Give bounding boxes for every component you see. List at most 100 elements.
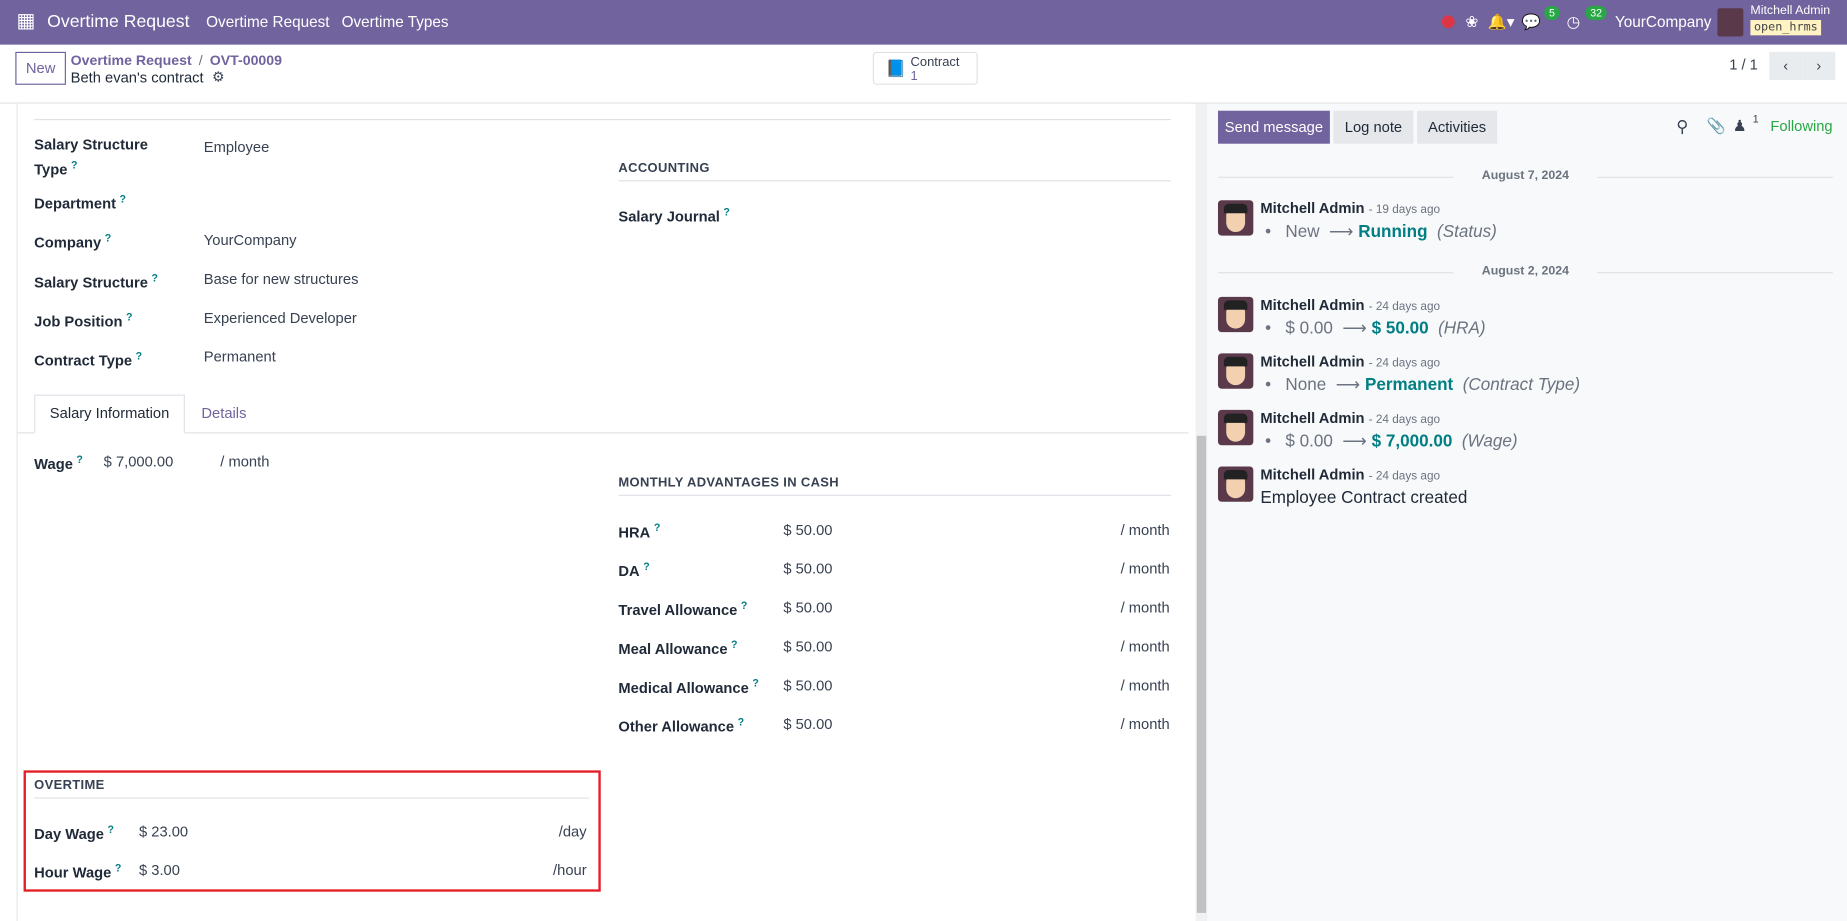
tab-details[interactable]: Details — [201, 405, 247, 422]
advantage-unit: / month — [1120, 638, 1170, 655]
message-time: - 24 days ago — [1368, 300, 1441, 314]
arrow-icon: ⟶ — [1329, 222, 1354, 242]
arrow-icon: ⟶ — [1335, 375, 1361, 395]
form-sheet: Salary Structure Type? Employee Departme… — [16, 103, 1189, 921]
day-wage-unit: /day — [558, 823, 587, 840]
message-author[interactable]: Mitchell Admin — [1260, 296, 1365, 314]
old-value: $ 0.00 — [1285, 319, 1333, 339]
record-name: Beth evan's contract — [70, 69, 204, 86]
field-name: (Status) — [1437, 222, 1497, 242]
pager-prev-button[interactable]: ‹ — [1769, 51, 1803, 81]
paperclip-icon[interactable]: 📎 — [1706, 116, 1726, 135]
send-message-button[interactable]: Send message — [1217, 110, 1330, 144]
pager-value[interactable]: 1 / 1 — [1729, 56, 1758, 74]
tab-salary-information[interactable]: Salary Information — [34, 394, 185, 434]
field-label-advantage: Meal Allowance? — [618, 638, 738, 658]
log-note-button[interactable]: Log note — [1333, 110, 1414, 144]
chatter-message: Mitchell Admin - 24 days ago • $ 0.00 ⟶ … — [1260, 410, 1517, 451]
avatar[interactable] — [1217, 353, 1254, 389]
chatter-message: Mitchell Admin - 24 days ago • None ⟶ Pe… — [1260, 353, 1580, 394]
avatar[interactable] — [1217, 409, 1254, 446]
arrow-icon: ⟶ — [1342, 319, 1367, 339]
field-label-advantage: HRA? — [618, 521, 661, 541]
chat-icon[interactable]: 💬 — [1521, 12, 1541, 31]
gear-icon[interactable]: ⚙ — [212, 68, 225, 85]
message-author[interactable]: Mitchell Admin — [1260, 353, 1365, 370]
breadcrumb-parent[interactable]: Overtime Request — [70, 51, 192, 69]
field-company[interactable]: YourCompany — [203, 232, 297, 249]
field-hour-wage[interactable]: $ 3.00 — [138, 862, 180, 879]
field-advantage-value[interactable]: $ 50.00 — [783, 677, 833, 694]
bell-icon[interactable]: 🔔▾ — [1487, 12, 1515, 31]
breadcrumb: Overtime Request / OVT-00009 — [71, 52, 282, 68]
avatar[interactable] — [1217, 296, 1254, 333]
field-label-contract-type: Contract Type? — [34, 349, 143, 369]
field-salary-structure[interactable]: Base for new structures — [203, 270, 359, 288]
chatter-message: Mitchell Admin - 24 days ago Employee Co… — [1260, 466, 1467, 507]
bug-icon[interactable]: ❀ — [1465, 12, 1479, 31]
recording-icon[interactable] — [1441, 15, 1455, 29]
menu-overtime-types[interactable]: Overtime Types — [341, 12, 449, 31]
messages-badge: 5 — [1544, 5, 1560, 21]
tracking-change: • $ 0.00 ⟶ $ 7,000.00 (Wage) — [1260, 432, 1518, 452]
db-name: open_hrms — [1750, 20, 1822, 36]
scrollbar-thumb[interactable] — [1196, 435, 1207, 913]
following-button[interactable]: Following — [1770, 117, 1833, 135]
message-author[interactable]: Mitchell Admin — [1260, 466, 1365, 483]
clock-icon[interactable]: ◷ — [1566, 12, 1581, 31]
new-value: $ 7,000.00 — [1371, 432, 1453, 452]
advantage-unit: / month — [1120, 677, 1170, 694]
company-switcher[interactable]: YourCompany — [1614, 12, 1712, 31]
field-advantage-value[interactable]: $ 50.00 — [783, 638, 833, 655]
activities-button[interactable]: Activities — [1417, 110, 1498, 144]
field-name: (Wage) — [1461, 432, 1518, 452]
field-job-position[interactable]: Experienced Developer — [203, 309, 357, 327]
field-advantage-value[interactable]: $ 50.00 — [783, 560, 833, 578]
old-value: None — [1285, 375, 1327, 395]
message-body: Employee Contract created — [1260, 488, 1468, 508]
overtime-section-title: OVERTIME — [34, 779, 589, 799]
hour-wage-unit: /hour — [553, 862, 587, 879]
search-icon[interactable]: ⚲ — [1676, 116, 1689, 136]
field-label-day-wage: Day Wage? — [34, 823, 115, 843]
field-salary-structure-type[interactable]: Employee — [203, 138, 270, 156]
user-avatar[interactable] — [1717, 8, 1744, 37]
advantages-section-title: MONTHLY ADVANTAGES IN CASH — [618, 476, 1171, 496]
field-advantage-value[interactable]: $ 50.00 — [783, 521, 833, 539]
field-advantage-value[interactable]: $ 50.00 — [783, 716, 833, 733]
avatar[interactable] — [1217, 466, 1254, 502]
field-wage[interactable]: $ 7,000.00 — [103, 453, 174, 470]
followers-count: 1 — [1752, 113, 1759, 125]
old-value: New — [1285, 222, 1320, 242]
new-value: $ 50.00 — [1371, 319, 1429, 339]
avatar[interactable] — [1217, 200, 1254, 236]
advantage-unit: / month — [1120, 521, 1170, 539]
apps-menu-icon[interactable]: ▦ — [16, 9, 36, 32]
date-separator: August 2, 2024 — [1217, 264, 1833, 280]
top-navbar: ▦ Overtime Request Overtime Request Over… — [0, 0, 1847, 45]
menu-overtime-request[interactable]: Overtime Request — [206, 12, 330, 31]
message-author[interactable]: Mitchell Admin — [1260, 200, 1365, 217]
user-name[interactable]: Mitchell Admin — [1750, 3, 1831, 18]
field-contract-type[interactable]: Permanent — [203, 348, 276, 366]
field-advantage-value[interactable]: $ 50.00 — [783, 599, 833, 617]
chatter-message: Mitchell Admin - 19 days ago • New ⟶ Run… — [1260, 200, 1496, 241]
contract-smart-button[interactable]: 📘 Contract 1 — [872, 51, 978, 85]
pager-next-button[interactable]: › — [1802, 51, 1836, 81]
control-panel: New Overtime Request / OVT-00009 Beth ev… — [0, 44, 1847, 104]
advantage-unit: / month — [1120, 599, 1170, 617]
message-author[interactable]: Mitchell Admin — [1260, 409, 1365, 427]
new-button[interactable]: New — [15, 51, 66, 85]
chatter: Send message Log note Activities ⚲ 📎 ♟ 1… — [1207, 103, 1847, 921]
field-label-hour-wage: Hour Wage? — [34, 862, 122, 882]
followers-icon[interactable]: ♟ — [1732, 116, 1747, 135]
field-day-wage[interactable]: $ 23.00 — [138, 823, 189, 840]
field-label-department: Department? — [34, 193, 127, 213]
breadcrumb-current: OVT-00009 — [209, 51, 283, 69]
field-label-advantage: DA? — [618, 560, 650, 580]
field-label-advantage: Medical Allowance? — [618, 677, 759, 697]
scrollbar[interactable] — [1195, 103, 1208, 921]
new-value: Permanent — [1364, 375, 1454, 395]
app-title[interactable]: Overtime Request — [47, 11, 190, 32]
smart-button-label: Contract — [910, 55, 960, 70]
